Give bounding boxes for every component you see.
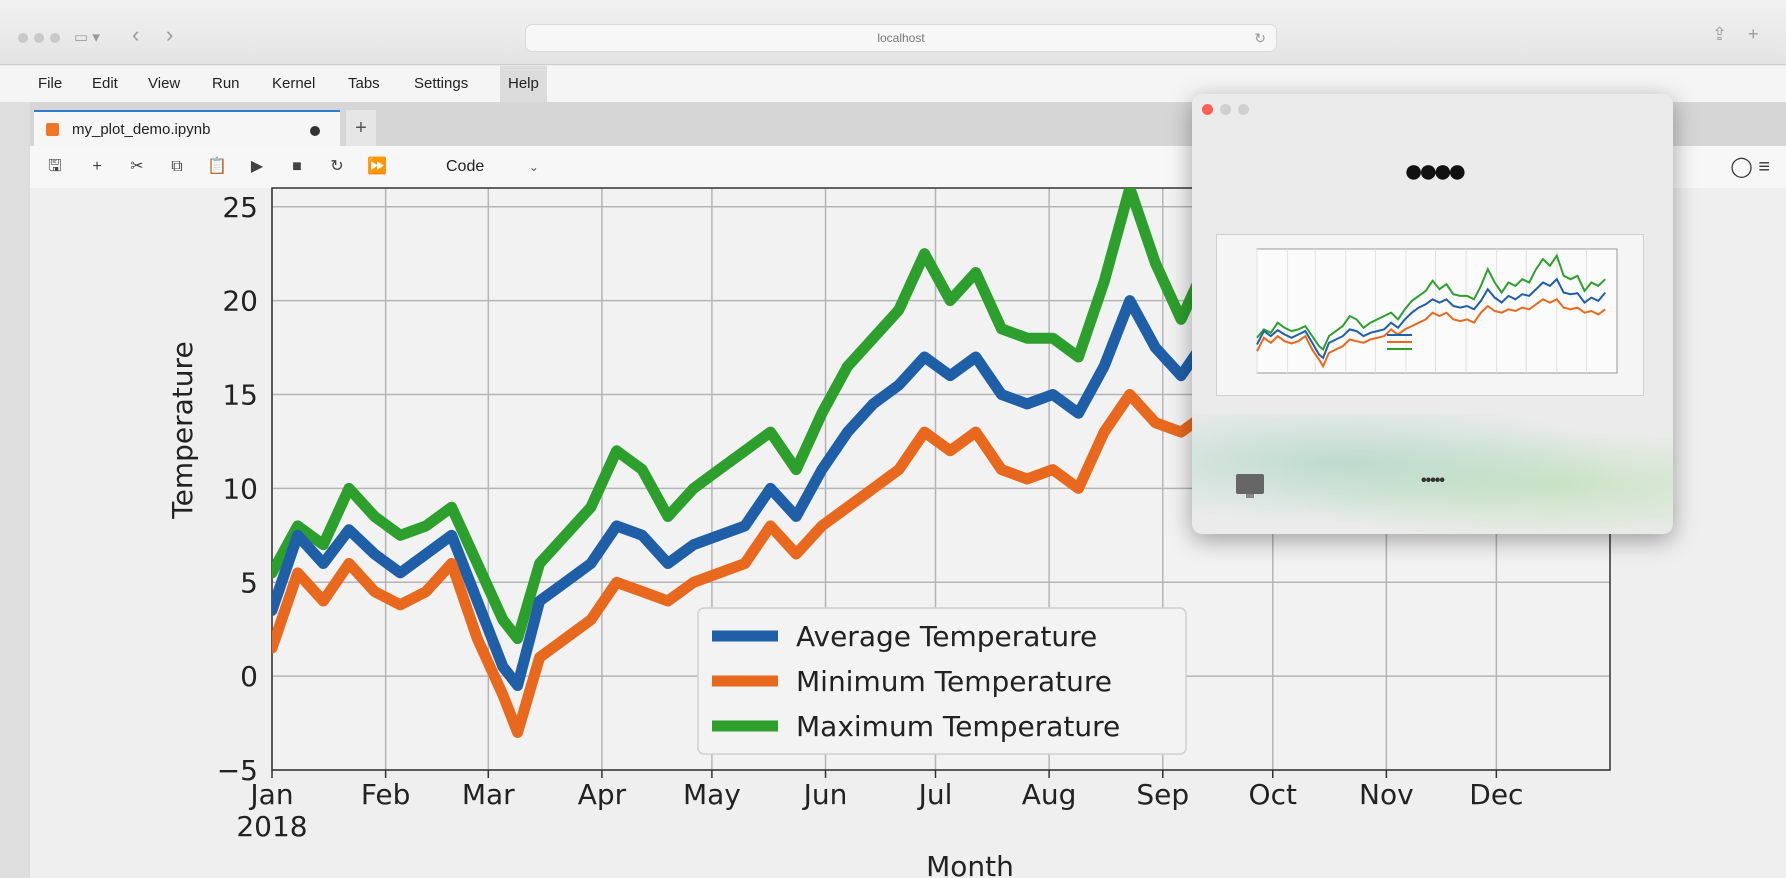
share-icon[interactable]: ⇪ — [1712, 24, 1728, 44]
x-tick-label: Feb — [361, 778, 411, 811]
menu-tabs[interactable]: Tabs — [348, 75, 380, 92]
kernel-idle-icon: ◯ — [1730, 156, 1753, 178]
restart-icon[interactable]: ↻ — [330, 158, 344, 175]
reload-icon[interactable]: ↻ — [1254, 30, 1266, 46]
copy-icon[interactable]: ⧉ — [171, 158, 183, 175]
thumbnail-series-line — [1256, 253, 1606, 352]
thumbnail-series-line — [1256, 298, 1606, 369]
cell-type-select[interactable]: Code ⌄ — [446, 146, 539, 188]
x-axis-label: Month — [926, 850, 1014, 878]
address-bar[interactable]: localhost ↻ — [525, 24, 1277, 52]
y-tick-label: 25 — [222, 191, 258, 224]
hamburger-icon[interactable]: ≡ — [1758, 156, 1770, 178]
legend-entry: Minimum Temperature — [796, 665, 1112, 698]
window-dot[interactable] — [18, 33, 28, 43]
window-dot[interactable] — [34, 33, 44, 43]
notebook-tab-label: my_plot_demo.ipynb — [72, 121, 211, 138]
plus-icon[interactable]: + — [1748, 24, 1759, 44]
sidebar-icon[interactable]: ▭ ▾ — [74, 29, 100, 46]
kernel-status: ◯ ≡ — [1730, 146, 1770, 188]
chevron-left-icon[interactable]: ‹ — [132, 22, 140, 47]
notebook-icon — [46, 123, 59, 136]
menu-edit[interactable]: Edit — [92, 75, 118, 92]
popup-caption: ••••• — [1420, 472, 1445, 489]
blurred-background — [1192, 414, 1673, 534]
thumbnail-chart — [1256, 248, 1618, 374]
chevron-down-icon: ⌄ — [528, 160, 539, 174]
menu-file[interactable]: File — [38, 75, 63, 92]
close-icon[interactable] — [1202, 104, 1213, 115]
floating-window[interactable]: ●●●● ••••• — [1192, 94, 1673, 534]
window-dot[interactable] — [50, 33, 60, 43]
new-tab-button[interactable]: + — [346, 110, 376, 146]
y-axis-label: Temperature — [166, 341, 199, 519]
paste-icon[interactable]: 📋 — [207, 158, 227, 175]
add-cell-icon[interactable]: + — [92, 158, 102, 175]
chart-legend: Average Temperature Minimum Temperature Ma… — [697, 607, 1187, 755]
x-tick-label: May — [683, 778, 741, 811]
x-tick-label: Dec — [1469, 778, 1523, 811]
menu-help[interactable]: Help — [500, 66, 547, 102]
cell-type-value: Code — [446, 158, 485, 175]
menu-kernel[interactable]: Kernel — [272, 75, 316, 92]
x-tick-label: Mar — [462, 778, 515, 811]
notebook-tab[interactable]: my_plot_demo.ipynb — [34, 110, 340, 148]
zoom-icon[interactable] — [1238, 104, 1249, 115]
plot-thumbnail[interactable] — [1216, 234, 1644, 396]
x-tick-label: Aug — [1022, 778, 1077, 811]
browser-toolbar: ▭ ▾ ‹ › localhost ↻ ⇪ + — [0, 0, 1786, 65]
x-tick-label: Jul — [917, 778, 953, 811]
x-year-label: 2018 — [236, 810, 307, 843]
thumbnail-series-line — [1256, 277, 1606, 360]
menu-view[interactable]: View — [148, 75, 181, 92]
y-tick-label: −5 — [217, 754, 258, 787]
display-icon[interactable] — [1236, 474, 1264, 498]
menu-settings[interactable]: Settings — [414, 75, 469, 92]
y-tick-label: 5 — [240, 566, 258, 599]
popup-title: ●●●● — [1403, 152, 1467, 190]
run-icon[interactable]: ▶ — [250, 158, 264, 175]
x-tick-label: Sep — [1136, 778, 1189, 811]
legend-entry: Average Temperature — [796, 620, 1097, 653]
x-tick-label: Nov — [1359, 778, 1414, 811]
stop-icon[interactable]: ■ — [292, 158, 302, 175]
run-all-icon[interactable]: ⏩ — [367, 158, 387, 175]
x-tick-label: Oct — [1249, 778, 1297, 811]
y-tick-label: 10 — [222, 472, 258, 505]
cut-icon[interactable]: ✂ — [130, 158, 144, 175]
minimize-icon[interactable] — [1220, 104, 1231, 115]
y-tick-label: 15 — [222, 379, 258, 412]
legend-entry: Maximum Temperature — [796, 710, 1120, 743]
url-text: localhost — [877, 31, 925, 45]
thumbnail-plot-frame — [1256, 248, 1618, 374]
y-tick-label: 0 — [240, 660, 258, 693]
chevron-right-icon[interactable]: › — [166, 22, 174, 47]
legend-box — [697, 607, 1187, 755]
series-line — [272, 188, 1572, 645]
y-tick-label: 20 — [222, 285, 258, 318]
x-tick-label: Apr — [578, 778, 627, 811]
unsaved-indicator-icon[interactable] — [310, 126, 320, 136]
menu-run[interactable]: Run — [212, 75, 240, 92]
x-tick-label: Jun — [802, 778, 848, 811]
x-tick-label: Jan — [248, 778, 293, 811]
save-icon[interactable]: 🖫 — [48, 158, 62, 175]
